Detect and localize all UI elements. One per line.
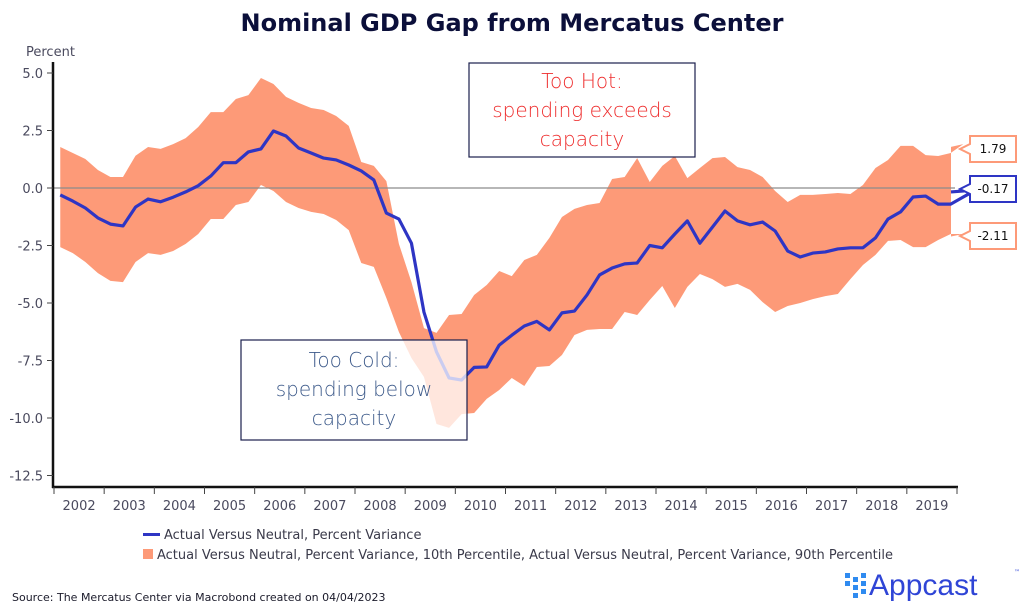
end-callout-box <box>957 175 1017 203</box>
end-callout-box <box>957 222 1017 250</box>
x-tick-label: 2013 <box>614 499 647 514</box>
trademark-mark: ™ <box>1014 569 1020 576</box>
x-tick-label: 2012 <box>564 499 597 514</box>
end-value-callouts: 1.79 -0.17 -2.11 <box>957 135 1017 250</box>
annotation-too-cold-line-1: Too Cold: <box>309 348 400 372</box>
annotation-too-cold-box <box>240 339 468 441</box>
x-tick-label: 2010 <box>464 499 497 514</box>
annotation-too-cold-line-2: spending below <box>276 377 433 401</box>
x-tick-label: 2006 <box>263 499 296 514</box>
legend-line-label: Actual Versus Neutral, Percent Variance <box>164 528 421 543</box>
y-tick-label: -10.0 <box>9 412 43 427</box>
annotation-too-cold: Too Cold: spending below capacity <box>240 339 468 441</box>
annotation-too-hot-line-3: capacity <box>540 127 624 151</box>
appcast-logo-icon <box>845 573 866 598</box>
source-note: Source: The Mercatus Center via Macrobon… <box>12 591 386 604</box>
legend: Actual Versus Neutral, Percent Variance … <box>143 528 893 563</box>
x-tick-label: 2018 <box>865 499 898 514</box>
percentile-band-layer <box>60 78 964 428</box>
x-tick-label: 2015 <box>715 499 748 514</box>
end-callout: -2.11 <box>957 222 1017 250</box>
legend-line-swatch <box>143 533 160 536</box>
x-tick-label: 2008 <box>364 499 397 514</box>
end-callout: -0.17 <box>957 175 1017 203</box>
end-callout-label: -2.11 <box>977 229 1008 243</box>
x-tick-label: 2009 <box>414 499 447 514</box>
appcast-logo-text: Appcast <box>869 569 978 602</box>
legend-band-label: Actual Versus Neutral, Percent Variance,… <box>157 548 893 563</box>
x-tick-label: 2011 <box>514 499 547 514</box>
x-tick-label: 2017 <box>815 499 848 514</box>
y-tick-label: -12.5 <box>9 470 43 485</box>
y-axis-unit-label: Percent <box>26 45 75 60</box>
annotation-too-hot-line-1: Too Hot: <box>541 69 623 93</box>
legend-band-swatch <box>143 549 153 559</box>
end-callout-label: -0.17 <box>977 182 1008 196</box>
annotation-too-hot-box <box>468 62 696 158</box>
annotation-too-hot-line-2: spending exceeds <box>492 98 672 122</box>
y-tick-label: -5.0 <box>18 297 43 312</box>
x-tick-label: 2002 <box>63 499 96 514</box>
x-tick-label: 2004 <box>163 499 196 514</box>
annotation-too-cold-line-3: capacity <box>312 406 396 430</box>
x-tick-label: 2019 <box>915 499 948 514</box>
y-tick-label: 0.0 <box>22 182 43 197</box>
annotation-too-hot: Too Hot: spending exceeds capacity <box>468 62 696 158</box>
y-tick-label: 2.5 <box>22 125 43 140</box>
y-tick-label: -7.5 <box>18 355 43 370</box>
percentile-band <box>60 78 964 428</box>
x-tick-label: 2016 <box>765 499 798 514</box>
x-axis-ticks: 2002 2003 2004 2005 2006 2007 2008 2009 2010 2011… <box>53 487 958 514</box>
y-tick-label: -2.5 <box>18 240 43 255</box>
series-line-layer <box>59 129 978 382</box>
x-tick-label: 2014 <box>665 499 698 514</box>
x-tick-label: 2003 <box>113 499 146 514</box>
end-callout: 1.79 <box>957 135 1017 163</box>
y-tick-label: 5.0 <box>22 67 43 82</box>
end-callout-label: 1.79 <box>980 142 1007 156</box>
x-tick-label: 2005 <box>213 499 246 514</box>
end-callout-box <box>957 135 1017 163</box>
y-axis-ticks: 5.0 2.5 0.0 -2.5 -5.0 -7.5 -10.0 -12.5 <box>9 67 53 485</box>
appcast-logo: Appcast ™ <box>845 569 1020 602</box>
chart-title: Nominal GDP Gap from Mercatus Center <box>241 9 784 37</box>
x-tick-label: 2007 <box>313 499 346 514</box>
